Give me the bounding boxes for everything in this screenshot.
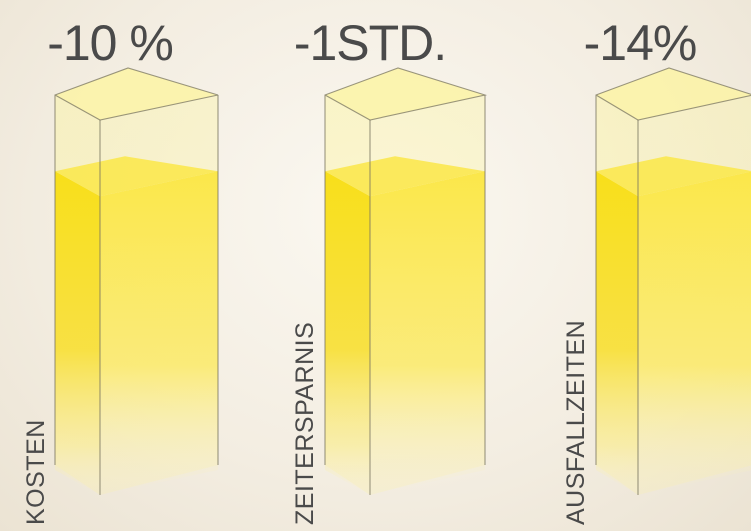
- bar-kosten: [54, 67, 219, 496]
- bar-ausfallzeiten: [595, 67, 751, 496]
- bar-liquid-right: [370, 171, 485, 496]
- bar-liquid-left: [596, 171, 638, 496]
- bar-liquid-right: [100, 171, 218, 496]
- bar-value-label: -10 %: [47, 15, 173, 71]
- bar-category-label: ZEITERSPARNIS: [291, 322, 319, 525]
- bar-liquid-surface: [596, 156, 751, 197]
- bar-category-label: AUSFALLZEITEN: [562, 320, 590, 525]
- bar-liquid-surface: [55, 156, 218, 197]
- bar-cap: [325, 68, 485, 120]
- bar-edge-top: [54, 67, 219, 465]
- bar-value-label: -1STD.: [294, 15, 446, 71]
- bar-liquid-left: [55, 171, 100, 496]
- bar-liquid-right: [638, 171, 751, 495]
- bar-edge-top: [324, 67, 488, 465]
- bar-zeitersparnis: [324, 67, 488, 496]
- bar-liquid-surface: [325, 156, 485, 197]
- bar-liquid-left: [325, 171, 370, 496]
- bar-category-label: KOSTEN: [22, 419, 50, 525]
- bar-edge-top: [595, 67, 751, 465]
- bar-value-label: -14%: [584, 15, 697, 71]
- bar-cap: [55, 68, 218, 120]
